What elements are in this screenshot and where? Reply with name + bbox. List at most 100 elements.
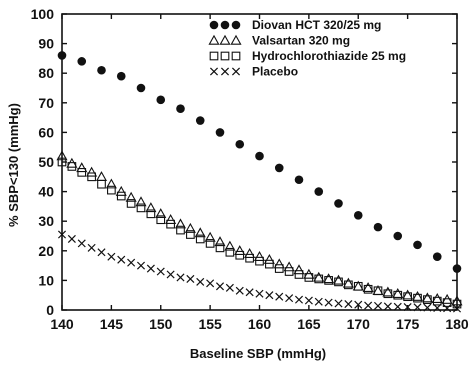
x-marker-stroke <box>146 264 155 273</box>
x-marker-stroke <box>452 304 462 313</box>
x-marker-stroke <box>127 258 136 267</box>
data-point <box>77 57 87 66</box>
data-point <box>87 243 96 252</box>
data-point <box>284 267 294 276</box>
data-point <box>432 296 442 306</box>
y-tick-label: 90 <box>38 36 54 52</box>
data-point <box>255 289 264 298</box>
x-marker-stroke <box>67 234 76 243</box>
data-point <box>105 178 117 189</box>
data-point <box>314 274 324 284</box>
x-marker-stroke <box>423 303 432 312</box>
data-point <box>255 256 264 266</box>
data-point <box>442 298 452 307</box>
data-point <box>204 231 216 242</box>
x-tick-label: 155 <box>198 316 222 332</box>
data-point <box>67 234 76 243</box>
x-tick-label: 160 <box>248 316 272 332</box>
data-point <box>413 240 422 250</box>
x-marker-stroke <box>314 297 323 306</box>
legend-marker <box>231 51 241 61</box>
data-point <box>215 128 225 137</box>
legend-label: Valsartan 320 mg <box>252 34 350 48</box>
data-point <box>411 290 424 301</box>
data-point <box>67 162 77 171</box>
data-point <box>342 277 354 288</box>
x-marker-stroke <box>186 274 195 283</box>
data-point <box>186 274 195 283</box>
data-point <box>166 219 175 229</box>
data-point <box>403 303 412 312</box>
data-point <box>344 300 353 309</box>
x-tick-label: 180 <box>445 316 469 332</box>
legend-marker <box>220 51 230 61</box>
y-tick-label: 70 <box>38 95 54 111</box>
data-point <box>234 245 246 256</box>
series-2 <box>57 157 462 309</box>
legend-label: Placebo <box>252 65 298 79</box>
y-tick-label: 10 <box>38 272 54 288</box>
x-marker-stroke <box>206 279 215 288</box>
data-point <box>184 222 196 233</box>
legend-marker <box>231 20 241 30</box>
data-point <box>294 175 304 185</box>
x-marker-stroke <box>245 288 254 297</box>
y-tick-label: 60 <box>38 124 54 140</box>
data-point <box>373 301 383 310</box>
data-point <box>235 286 244 295</box>
x-marker-stroke <box>285 294 294 303</box>
data-point <box>87 172 96 182</box>
data-point <box>196 277 205 286</box>
data-point <box>294 295 304 304</box>
data-point <box>274 264 284 273</box>
series-1 <box>56 150 463 306</box>
x-marker-stroke <box>196 277 205 286</box>
data-point <box>117 255 126 264</box>
data-point <box>57 51 67 60</box>
legend-marker <box>209 51 219 61</box>
data-point <box>255 151 264 161</box>
y-tick-label: 50 <box>38 154 54 170</box>
data-point <box>433 303 442 312</box>
x-marker-stroke <box>364 301 373 310</box>
x-tick-label: 150 <box>149 316 173 332</box>
data-point <box>245 253 254 263</box>
data-point <box>265 259 274 269</box>
data-point <box>363 284 373 294</box>
x-marker-stroke <box>324 298 333 307</box>
data-point <box>393 302 402 311</box>
x-marker-stroke <box>97 248 106 257</box>
data-point <box>294 270 304 279</box>
data-point <box>235 250 245 260</box>
data-point <box>324 276 333 285</box>
data-point <box>324 298 333 307</box>
data-point <box>253 250 266 261</box>
data-point <box>146 264 155 273</box>
data-point <box>174 218 187 229</box>
data-point <box>431 293 443 303</box>
x-marker-stroke <box>215 282 225 291</box>
axes-layer: 0 10 20 30 40 50 60 70 80 90 100 140 145 150 155 160 165… <box>31 6 469 332</box>
series-0 <box>57 51 462 273</box>
data-point <box>382 286 394 297</box>
x-marker-stroke <box>107 252 116 261</box>
data-point <box>76 162 88 173</box>
x-axis-title: Baseline SBP (mmHg) <box>190 346 326 361</box>
data-point <box>354 300 363 309</box>
legend-marker <box>208 34 220 45</box>
x-marker-stroke <box>265 291 274 300</box>
x-marker-stroke <box>220 67 230 76</box>
data-point <box>393 231 403 241</box>
data-point <box>313 271 325 282</box>
x-marker-stroke <box>225 283 234 292</box>
data-point <box>334 277 343 287</box>
data-point <box>176 273 185 282</box>
series-layer <box>56 51 463 313</box>
data-point <box>403 292 412 302</box>
x-marker-stroke <box>166 270 175 279</box>
data-point <box>127 258 136 267</box>
data-point <box>452 304 462 313</box>
data-point <box>205 239 215 248</box>
data-point <box>423 303 432 312</box>
data-point <box>166 270 175 279</box>
